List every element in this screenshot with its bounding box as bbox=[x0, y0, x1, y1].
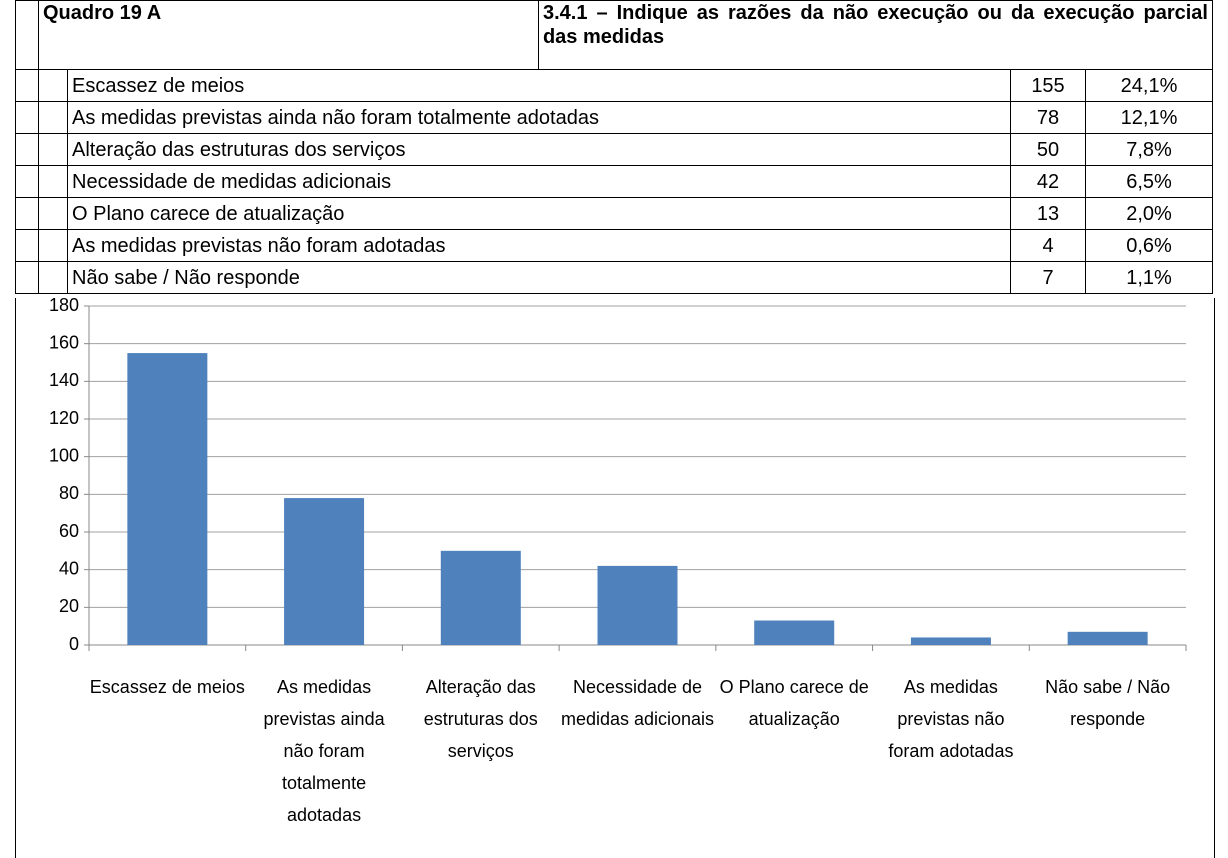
row: O Plano carece de atualização 13 2,0% bbox=[15, 197, 1213, 230]
bar bbox=[284, 498, 365, 645]
percent: 1,1% bbox=[1085, 261, 1213, 294]
cell bbox=[38, 69, 68, 102]
cell bbox=[38, 229, 68, 262]
x-tick-label: Alteração das estruturas dos serviços bbox=[423, 677, 538, 761]
cell bbox=[15, 133, 39, 166]
y-tick-label: 140 bbox=[49, 370, 79, 390]
x-tick-label: O Plano carece de atualização bbox=[719, 677, 869, 729]
row: Não sabe / Não responde 7 1,1% bbox=[15, 261, 1213, 294]
cell bbox=[38, 197, 68, 230]
cell bbox=[15, 101, 39, 134]
count: 4 bbox=[1010, 229, 1086, 262]
cell bbox=[15, 0, 39, 70]
reason: Escassez de meios bbox=[67, 69, 1011, 102]
header-row: Quadro 19 A 3.4.1 – Indique as razões da… bbox=[15, 0, 1214, 70]
row: Necessidade de medidas adicionais 42 6,5% bbox=[15, 165, 1213, 198]
x-tick-label: As medidas previstas ainda não foram tot… bbox=[263, 677, 385, 825]
chart: 0 20 40 60 80 100 120 140 160 180 Escassez de mei… bbox=[15, 298, 1215, 858]
header-code: Quadro 19 A bbox=[38, 0, 539, 70]
y-tick-label: 80 bbox=[59, 483, 79, 503]
count: 155 bbox=[1010, 69, 1086, 102]
x-tick-label: As medidas previstas não foram adotadas bbox=[888, 677, 1014, 761]
reason: As medidas previstas ainda não foram tot… bbox=[67, 101, 1011, 134]
y-tick-label: 180 bbox=[49, 298, 79, 315]
percent: 2,0% bbox=[1085, 197, 1213, 230]
count: 13 bbox=[1010, 197, 1086, 230]
bar bbox=[910, 637, 991, 645]
bar bbox=[1067, 631, 1148, 645]
row: Alteração das estruturas dos serviços 50 7… bbox=[15, 133, 1213, 166]
count: 50 bbox=[1010, 133, 1086, 166]
header-title: 3.4.1 – Indique as razões da não execuçã… bbox=[537, 0, 1214, 70]
row: As medidas previstas não foram adotadas 4… bbox=[15, 229, 1213, 262]
cell bbox=[15, 69, 39, 102]
reason: O Plano carece de atualização bbox=[67, 197, 1011, 230]
reason: As medidas previstas não foram adotadas bbox=[67, 229, 1011, 262]
y-tick-label: 60 bbox=[59, 521, 79, 541]
x-tick-label: Não sabe / Não responde bbox=[1045, 677, 1171, 729]
y-tick-label: 0 bbox=[69, 634, 79, 654]
cell bbox=[15, 229, 39, 262]
chart-svg: 0 20 40 60 80 100 120 140 160 180 bbox=[49, 298, 1187, 654]
x-tick-label: Necessidade de medidas adicionais bbox=[560, 677, 715, 729]
reason: Não sabe / Não responde bbox=[67, 261, 1011, 294]
cell bbox=[15, 261, 39, 294]
count: 7 bbox=[1010, 261, 1086, 294]
y-tick-label: 100 bbox=[49, 445, 79, 465]
table: Quadro 19 A 3.4.1 – Indique as razões da… bbox=[15, 0, 1214, 294]
count: 42 bbox=[1010, 165, 1086, 198]
reason: Alteração das estruturas dos serviços bbox=[67, 133, 1011, 166]
percent: 24,1% bbox=[1085, 69, 1213, 102]
percent: 0,6% bbox=[1085, 229, 1213, 262]
percent: 12,1% bbox=[1085, 101, 1213, 134]
percent: 6,5% bbox=[1085, 165, 1213, 198]
cell bbox=[15, 165, 39, 198]
y-tick-label: 120 bbox=[49, 408, 79, 428]
cell bbox=[38, 101, 68, 134]
cell bbox=[15, 197, 39, 230]
bar bbox=[754, 620, 835, 645]
y-tick-label: 40 bbox=[59, 558, 79, 578]
y-tick-label: 20 bbox=[59, 596, 79, 616]
y-tick-label: 160 bbox=[49, 332, 79, 352]
reason: Necessidade de medidas adicionais bbox=[67, 165, 1011, 198]
x-tick-label: Escassez de meios bbox=[89, 677, 245, 697]
bar bbox=[597, 565, 678, 645]
row: As medidas previstas ainda não foram tot… bbox=[15, 101, 1213, 134]
percent: 7,8% bbox=[1085, 133, 1213, 166]
bar bbox=[127, 353, 208, 645]
cell bbox=[38, 261, 68, 294]
bar bbox=[440, 550, 521, 645]
cell bbox=[38, 133, 68, 166]
row: Escassez de meios 155 24,1% bbox=[15, 69, 1213, 102]
cell bbox=[38, 165, 68, 198]
count: 78 bbox=[1010, 101, 1086, 134]
